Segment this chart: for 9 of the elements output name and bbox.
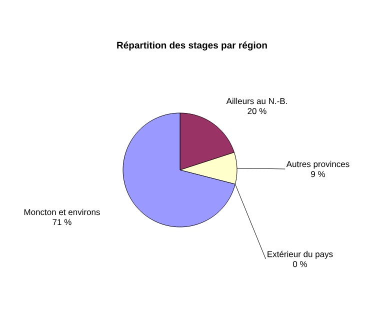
text: 0 %: [293, 261, 308, 268]
slice-label: Ailleurs au N.-B.: [226, 98, 287, 104]
data-label: 9 %: [311, 171, 326, 178]
slice-label: Moncton et environs: [24, 208, 100, 216]
category-label: Extérieur du pays: [268, 250, 333, 259]
slice-label: Autres provinces: [286, 160, 350, 169]
data-label: 71 %: [52, 219, 72, 226]
data-label: 20 %: [248, 108, 266, 114]
chart-title: Répartition des stages par région: [117, 42, 267, 50]
